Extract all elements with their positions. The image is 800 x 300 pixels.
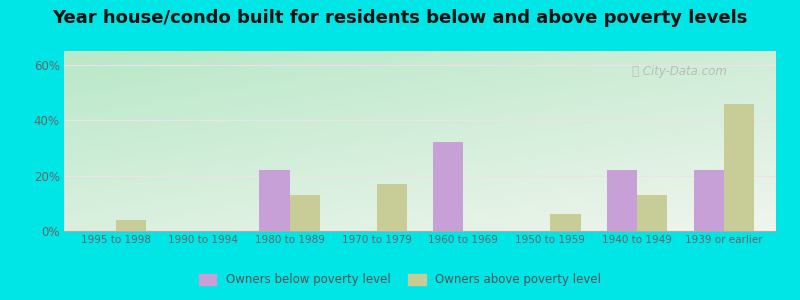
Bar [724,103,754,231]
Bar [290,195,320,231]
Bar [637,195,667,231]
Legend: Owners below poverty level, Owners above poverty level: Owners below poverty level, Owners above… [194,269,606,291]
Text: ⓘ City-Data.com: ⓘ City-Data.com [632,65,727,79]
Bar [606,170,637,231]
Bar [433,142,463,231]
Bar [694,170,724,231]
Bar [116,220,146,231]
Text: Year house/condo built for residents below and above poverty levels: Year house/condo built for residents bel… [52,9,748,27]
Bar [259,170,290,231]
Bar [550,214,581,231]
Bar [377,184,407,231]
